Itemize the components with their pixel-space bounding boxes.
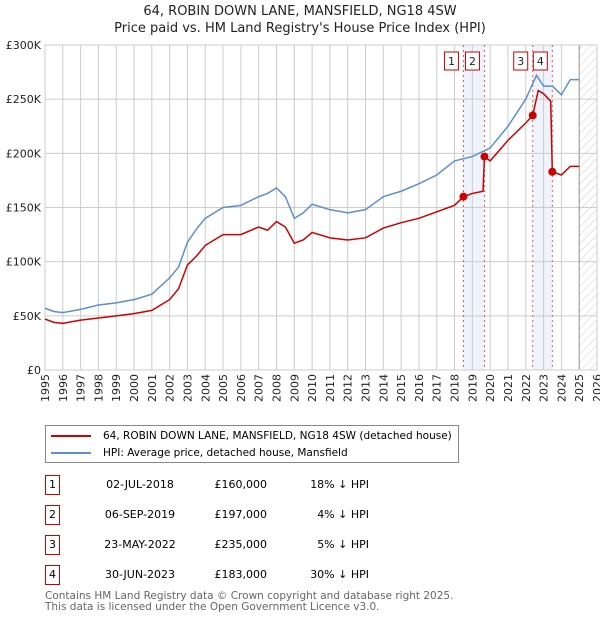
y-tick-label: £50K [13, 310, 42, 323]
y-tick-label: £250K [6, 93, 42, 106]
x-tick-label: 2023 [538, 374, 551, 402]
x-tick-label: 2012 [342, 374, 355, 402]
sale-hpi-diff: 4% ↓ HPI [317, 508, 369, 521]
x-tick-label: 2009 [288, 374, 301, 402]
x-tick-label: 2005 [217, 374, 230, 402]
x-tick-label: 2010 [306, 374, 319, 402]
x-tick-label: 2021 [502, 374, 515, 402]
x-tick-label: 2015 [395, 374, 408, 402]
legend-label: HPI: Average price, detached house, Mans… [103, 447, 348, 459]
x-tick-label: 2024 [555, 374, 568, 402]
x-tick-label: 2016 [413, 374, 426, 402]
sale-price: £160,000 [214, 478, 268, 491]
x-tick-label: 2013 [360, 374, 373, 402]
sale-hpi-diff: 18% ↓ HPI [310, 478, 369, 491]
x-tick-label: 2019 [466, 374, 479, 402]
hpi-line [44, 73, 580, 314]
x-tick-label: 2017 [431, 374, 444, 402]
legend-swatch-red [51, 435, 91, 437]
sale-point [459, 192, 468, 201]
sale-date: 02-JUL-2018 [106, 478, 174, 491]
sale-price: £197,000 [214, 508, 268, 521]
legend-label: 64, ROBIN DOWN LANE, MANSFIELD, NG18 4SW… [103, 430, 452, 442]
legend-item-property: 64, ROBIN DOWN LANE, MANSFIELD, NG18 4SW… [46, 428, 452, 444]
x-tick-label: 2026 [591, 374, 600, 402]
x-tick-label: 1996 [57, 374, 70, 402]
sale-label: 4 [537, 55, 544, 68]
sale-point [528, 111, 537, 120]
sale-date: 23-MAY-2022 [104, 538, 176, 551]
sale-row: 4 30-JUN-2023 £183,000 30% ↓ HPI [45, 565, 465, 585]
sale-number-badge: 3 [45, 535, 60, 555]
x-tick-label: 2006 [235, 374, 248, 402]
sale-label: 2 [469, 55, 476, 68]
sale-price: £235,000 [214, 538, 268, 551]
sale-number-badge: 4 [45, 565, 60, 585]
x-tick-label: 2025 [573, 374, 586, 402]
x-tick-label: 2014 [377, 374, 390, 402]
x-tick-label: 2008 [270, 374, 283, 402]
sale-hpi-diff: 30% ↓ HPI [310, 568, 369, 581]
x-tick-label: 1995 [39, 374, 52, 402]
sale-label-box [443, 51, 459, 71]
x-tick-label: 2003 [181, 374, 194, 402]
plot-frame [44, 44, 598, 371]
legend: 64, ROBIN DOWN LANE, MANSFIELD, NG18 4SW… [45, 425, 459, 463]
x-tick-label: 2022 [520, 374, 533, 402]
footer-line2: This data is licensed under the Open Gov… [45, 601, 380, 613]
sale-label-box [464, 51, 480, 71]
sale-row: 1 02-JUL-2018 £160,000 18% ↓ HPI [45, 475, 465, 495]
sale-price: £183,000 [214, 568, 268, 581]
sale-date: 06-SEP-2019 [104, 508, 176, 521]
sale-label: 3 [517, 55, 524, 68]
x-tick-label: 1997 [75, 374, 88, 402]
sale-number-badge: 1 [45, 475, 60, 495]
x-tick-label: 2002 [164, 374, 177, 402]
chart-title: 64, ROBIN DOWN LANE, MANSFIELD, NG18 4SW [143, 4, 457, 19]
x-tick-label: 1998 [92, 374, 105, 402]
x-tick-label: 2011 [324, 374, 337, 402]
price-chart: 1995 1996 1997 1998 1999 2000 2001 2002 2003 2004… [6, 39, 600, 402]
footer: Contains HM Land Registry data © Crown c… [45, 591, 453, 613]
legend-item-hpi: HPI: Average price, detached house, Mans… [46, 445, 348, 461]
sale-point [480, 152, 489, 161]
x-tick-label: 2004 [199, 374, 212, 402]
sale-date: 30-JUN-2023 [104, 568, 176, 581]
sale-hpi-diff: 5% ↓ HPI [317, 538, 369, 551]
sale-label-box [532, 51, 548, 71]
x-tick-label: 2018 [449, 374, 462, 402]
sale-row: 2 06-SEP-2019 £197,000 4% ↓ HPI [45, 505, 465, 525]
y-tick-label: £100K [6, 256, 42, 269]
sale-number-badge: 2 [45, 505, 60, 525]
sale-row: 3 23-MAY-2022 £235,000 5% ↓ HPI [45, 535, 465, 555]
sale-label: 1 [448, 55, 455, 68]
x-tick-label: 1999 [110, 374, 123, 402]
y-tick-label: £150K [6, 202, 42, 215]
sale-label-box [513, 51, 529, 71]
sale-point [548, 167, 557, 176]
x-tick-label: 2001 [146, 374, 159, 402]
y-tick-label: £0 [27, 364, 41, 377]
y-tick-label: £300K [6, 39, 42, 52]
y-tick-label: £200K [6, 147, 42, 160]
footer-line1: Contains HM Land Registry data © Crown c… [45, 590, 454, 602]
x-tick-label: 2020 [484, 374, 497, 402]
x-tick-label: 2000 [128, 374, 141, 402]
x-tick-label: 2007 [253, 374, 266, 402]
legend-swatch-blue [51, 452, 91, 454]
chart-subtitle: Price paid vs. HM Land Registry's House … [114, 21, 486, 36]
